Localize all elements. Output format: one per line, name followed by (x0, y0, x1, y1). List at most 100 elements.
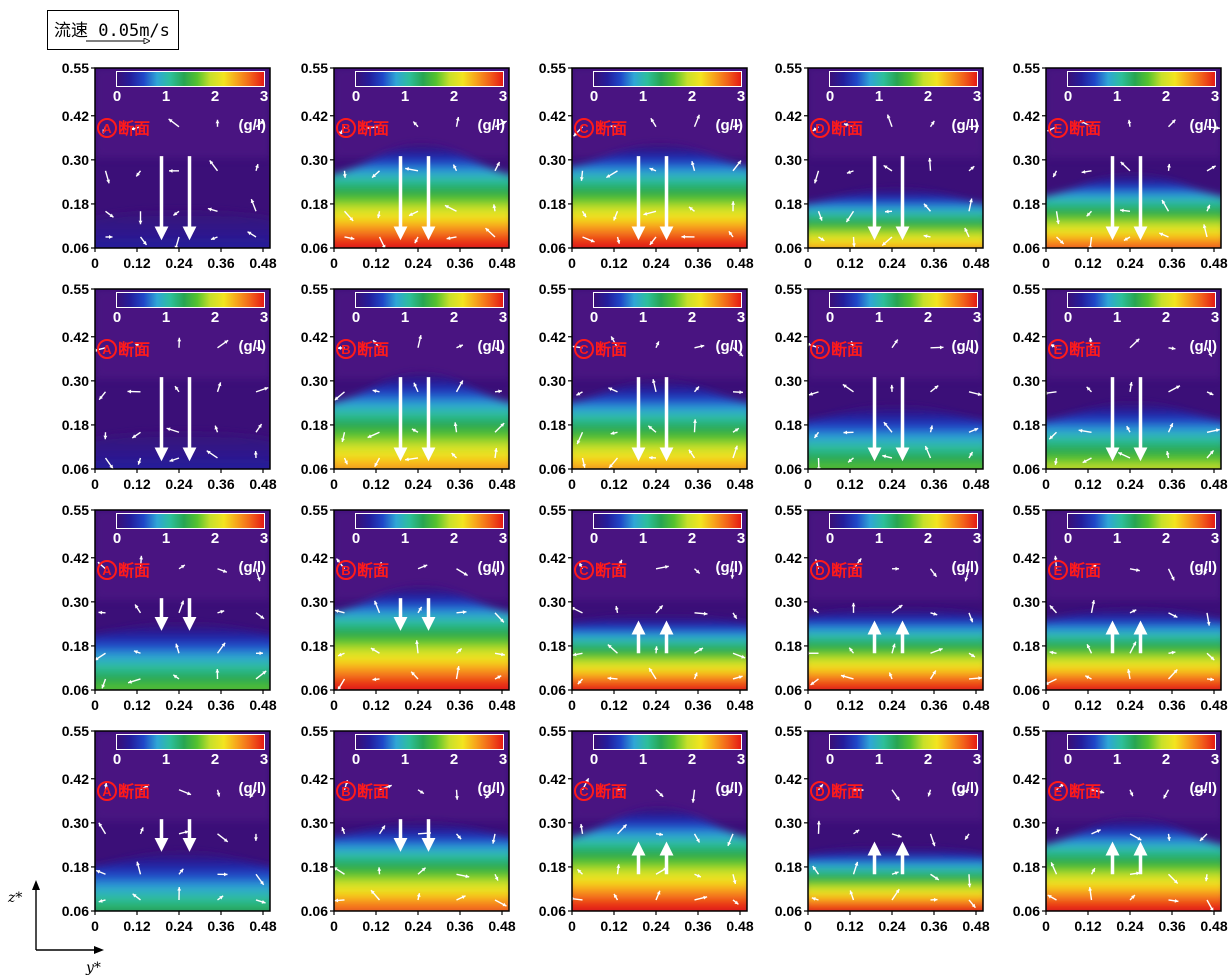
section-label: 断面 (831, 782, 863, 801)
x-tick-label: 0.36 (920, 476, 947, 492)
velocity-vector-head (414, 239, 419, 244)
colorbar-unit-label: (g/l) (239, 780, 267, 797)
colorbar-tick-label: 1 (1113, 88, 1121, 105)
velocity-vector-head (502, 120, 507, 125)
velocity-vector-head (220, 610, 225, 614)
section-circle-icon (97, 781, 117, 801)
velocity-vector-head (1216, 126, 1220, 130)
y-tick-label: 0.55 (1013, 281, 1040, 297)
velocity-vector-head (656, 890, 661, 895)
section-circle-icon (1048, 339, 1068, 359)
velocity-vector-head (173, 211, 178, 216)
velocity-vector-head (187, 791, 192, 796)
x-tick-label: 0.48 (249, 255, 276, 271)
velocity-vector-head (128, 679, 132, 684)
concentration-plume (572, 616, 747, 690)
plot-frame (807, 67, 984, 249)
section-circle-icon (336, 560, 356, 580)
colorbar-tick-label: 3 (973, 309, 981, 326)
velocity-vector-head (610, 124, 615, 129)
colorbar (594, 72, 741, 86)
colorbar-tick-label: 0 (113, 88, 121, 105)
velocity-vector-head (696, 114, 700, 119)
colorbar-tick-label: 0 (352, 88, 360, 105)
velocity-vector-head (1204, 877, 1209, 882)
section-letter: E (1054, 784, 1063, 799)
y-tick-label: 0.30 (62, 815, 89, 831)
velocity-vector-head (969, 349, 974, 354)
velocity-vector-head (620, 787, 625, 792)
x-tick-label: 0.36 (684, 476, 711, 492)
colorbar (830, 735, 977, 749)
plot-frame (807, 288, 984, 470)
velocity-vector-head (1199, 837, 1204, 841)
x-tick-label: 0.36 (920, 697, 947, 713)
heatmap-field: 0 1 2 3 (g/l) E 断面 (1046, 68, 1221, 248)
colorbar-tick-label: 1 (639, 309, 647, 326)
x-tick-label: 0.48 (1200, 918, 1227, 934)
y-tick-label: 0.42 (62, 329, 89, 345)
velocity-vector-head (180, 600, 185, 605)
velocity-vector-head (103, 782, 108, 787)
colorbar-tick-label: 0 (826, 88, 834, 105)
concentration-plume (572, 380, 747, 469)
velocity-vector-head (139, 555, 144, 560)
velocity-vector-head (180, 564, 185, 569)
heatmap-field: 0 1 2 3 (g/l) D 断面 (808, 510, 983, 690)
velocity-vector-head (1047, 895, 1052, 899)
velocity-vector-head (179, 868, 184, 873)
colorbar-unit-label: (g/l) (716, 559, 744, 576)
panel-3-A: 0 1 2 3(g/l)A 断面0.550.420.300.180.060 0.12 0.2… (62, 502, 277, 713)
velocity-vector-head (934, 385, 939, 390)
y-tick-label: 0.30 (775, 815, 802, 831)
colorbar-unit-label: (g/l) (952, 559, 980, 576)
heatmap-field: 0 1 2 3 (g/l) B 断面 (334, 289, 509, 469)
x-tick-label: 0 (568, 255, 576, 271)
velocity-vector-head (959, 790, 964, 794)
heatmap-field: 0 1 2 3 (g/l) E 断面 (1046, 289, 1221, 469)
y-tick-label: 0.06 (301, 682, 328, 698)
velocity-vector-head (1078, 428, 1083, 433)
heatmap-field: 0 1 2 3 (g/l) D 断面 (808, 68, 983, 248)
x-tick-label: 0.24 (1116, 255, 1143, 271)
velocity-vector-head (140, 827, 144, 832)
x-tick-label: 0.48 (249, 918, 276, 934)
section-letter: A (102, 121, 112, 136)
concentration-plume (572, 145, 747, 248)
velocity-vector-head (614, 893, 618, 898)
section-circle-icon (810, 118, 830, 138)
colorbar-tick-label: 2 (450, 751, 458, 768)
velocity-vector-head (405, 167, 410, 171)
x-tick-label: 0.36 (920, 255, 947, 271)
y-tick-label: 0.55 (301, 281, 328, 297)
x-tick-label: 0.12 (836, 918, 863, 934)
velocity-vector-head (933, 897, 938, 902)
velocity-vector-head (934, 876, 939, 880)
panel-3-D: 0 1 2 3(g/l)D 断面0.550.420.300.180.060 0.12 0.2… (775, 502, 990, 713)
y-tick-label: 0.42 (301, 550, 328, 566)
velocity-vector-head (931, 842, 936, 847)
velocity-vector-head (895, 796, 900, 801)
colorbar-unit-label: (g/l) (1190, 338, 1218, 355)
velocity-vector-head (650, 118, 655, 123)
colorbar-tick-label: 0 (826, 751, 834, 768)
x-tick-label: 0.24 (1116, 476, 1143, 492)
velocity-vector-head (818, 216, 823, 221)
y-tick-label: 0.06 (775, 682, 802, 698)
velocity-scale-label: 流速 0.05m/s (54, 16, 170, 41)
velocity-vector-head (370, 890, 375, 895)
section-letter: D (815, 563, 824, 578)
x-tick-label: 0 (91, 697, 99, 713)
x-tick-label: 0.36 (446, 697, 473, 713)
velocity-vector-head (688, 449, 693, 454)
colorbar-tick-label: 2 (1162, 88, 1170, 105)
colorbar-unit-label: (g/l) (952, 338, 980, 355)
colorbar-unit-label: (g/l) (716, 338, 744, 355)
velocity-vector-head (572, 652, 577, 657)
section-letter: C (579, 784, 589, 799)
velocity-vector-head (376, 214, 381, 219)
section-letter: E (1054, 563, 1063, 578)
x-tick-label: 0.36 (1158, 255, 1185, 271)
velocity-vector-head (1194, 789, 1198, 793)
x-tick-label: 0.36 (207, 918, 234, 934)
